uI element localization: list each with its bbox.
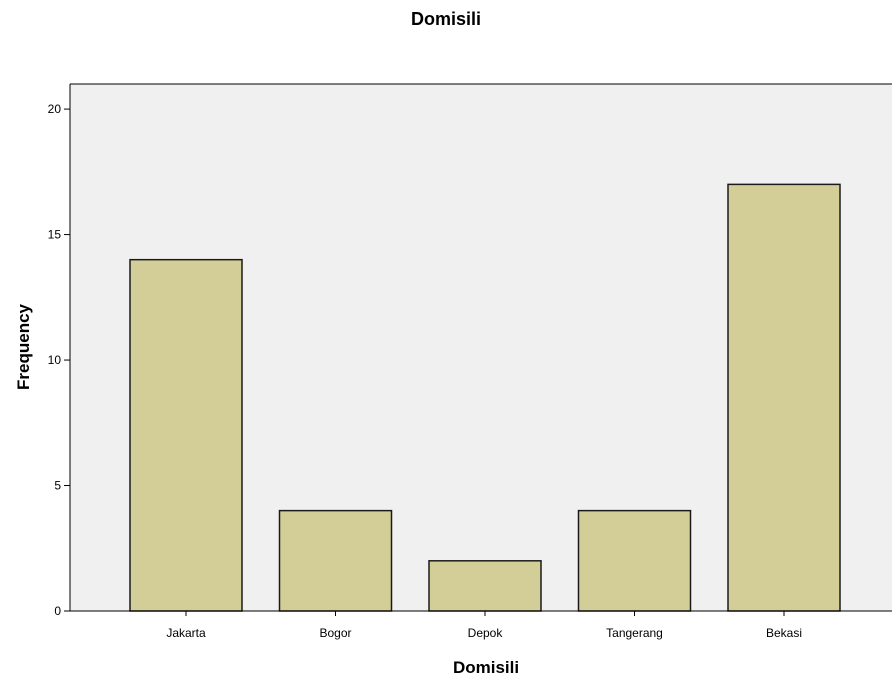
x-tick-label: Jakarta (166, 626, 206, 640)
y-tick-label: 5 (54, 479, 61, 493)
y-tick-label: 20 (48, 102, 62, 116)
x-axis-ticks: Jakarta Bogor Depok Tangerang Bekasi (166, 611, 802, 640)
y-axis-ticks: 0 5 10 15 20 (48, 102, 70, 618)
y-tick-label: 10 (48, 353, 62, 367)
x-tick-label: Depok (468, 626, 504, 640)
bars-group (129, 183, 841, 612)
bar-bogor (278, 509, 393, 612)
bar-bekasi (727, 183, 841, 612)
bar-jakarta (129, 258, 243, 612)
chart-title: Domisili (411, 9, 481, 29)
y-tick-label: 0 (54, 604, 61, 618)
y-tick-label: 15 (48, 228, 62, 242)
y-axis-title: Frequency (14, 303, 33, 390)
bar-depok (428, 560, 542, 612)
x-tick-label: Bogor (319, 626, 351, 640)
x-axis-title: Domisili (453, 658, 519, 677)
x-tick-label: Bekasi (766, 626, 802, 640)
x-tick-label: Tangerang (606, 626, 663, 640)
bar-tangerang (577, 509, 692, 612)
